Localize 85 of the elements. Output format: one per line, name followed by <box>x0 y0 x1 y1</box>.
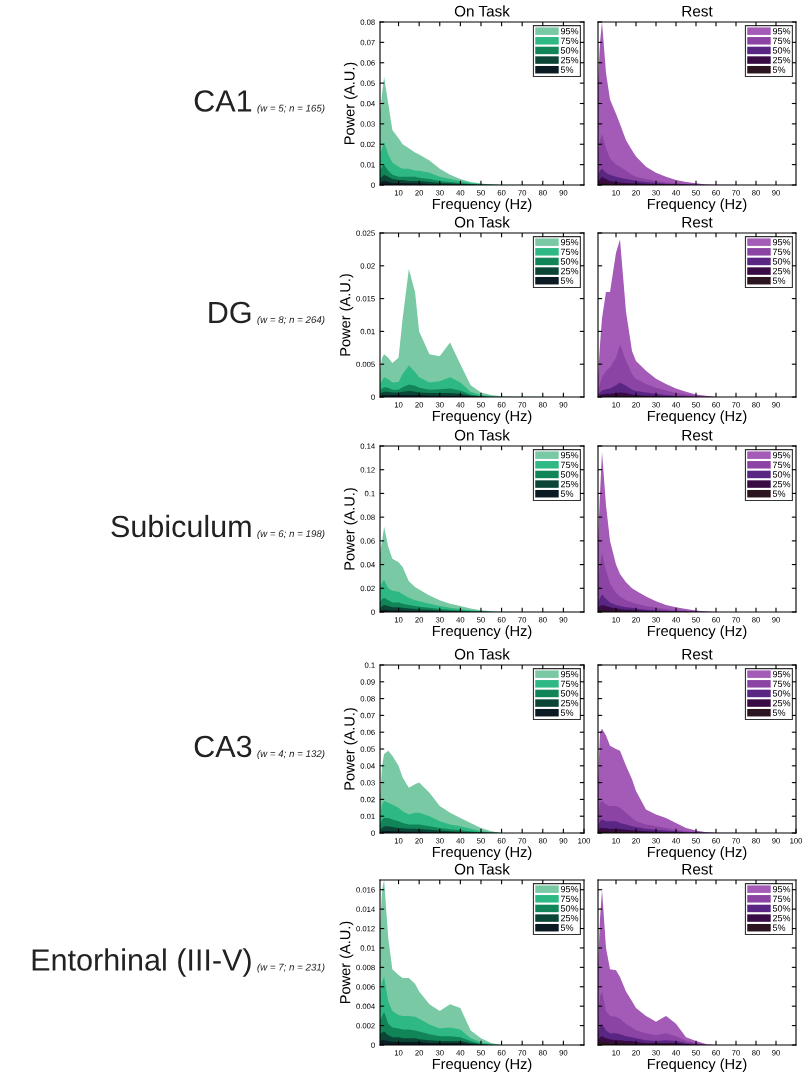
chart-title: On Task <box>454 5 510 17</box>
y-axis-title: Power (A.U.) <box>343 488 358 570</box>
legend-label: 50% <box>560 471 579 478</box>
legend-label: 95% <box>560 451 579 459</box>
legend-label: 75% <box>560 461 579 468</box>
legend-label: 5% <box>560 277 574 284</box>
chart-title: Rest <box>682 863 713 875</box>
legend-label: 75% <box>560 248 579 255</box>
legend-label: 75% <box>772 248 791 255</box>
legend-label: 50% <box>772 47 791 54</box>
legend-label: 95% <box>772 885 791 893</box>
chart-title: On Task <box>454 863 510 875</box>
chart-title: Rest <box>682 648 713 660</box>
chart-title: On Task <box>454 429 510 441</box>
text: Subiculum <box>111 514 251 538</box>
legend-label: 5% <box>560 709 574 716</box>
legend-label: 95% <box>772 238 791 246</box>
x-axis-title: Frequency (Hz) <box>432 625 532 639</box>
legend-label: 75% <box>560 680 579 687</box>
legend-label: 95% <box>560 885 579 893</box>
legend-label: 75% <box>772 895 791 902</box>
legend-label: 5% <box>772 277 786 284</box>
y-axis-title: Power (A.U.) <box>339 274 354 356</box>
legend-label: 50% <box>560 690 579 697</box>
legend-label: 75% <box>560 37 579 44</box>
legend-label: 5% <box>560 66 574 73</box>
text: DG <box>209 301 251 324</box>
legend-label: 25% <box>772 267 791 275</box>
legend-label: 5% <box>772 924 786 931</box>
legend-label: 25% <box>772 914 791 922</box>
legend-label: 25% <box>560 914 579 922</box>
x-axis-title: Frequency (Hz) <box>647 625 747 639</box>
legend-label: 5% <box>560 490 574 497</box>
legend-label: 50% <box>772 905 791 912</box>
legend-label: 50% <box>772 258 791 265</box>
y-axis-title: Power (A.U.) <box>343 708 358 790</box>
legend-label: 50% <box>560 905 579 912</box>
legend-label: 95% <box>560 27 579 35</box>
text: Entorhinal (III-V) <box>32 948 251 977</box>
legend-label: 5% <box>560 924 574 931</box>
legend-label: 95% <box>772 451 791 459</box>
text: (w = 4; n = 132) <box>257 749 325 760</box>
legend-label: 5% <box>772 709 786 716</box>
legend-label: 5% <box>772 490 786 497</box>
x-axis-title: Frequency (Hz) <box>432 1058 532 1072</box>
legend-label: 25% <box>772 56 791 64</box>
legend-label: 95% <box>560 670 579 678</box>
legend-label: 50% <box>772 471 791 478</box>
legend-label: 25% <box>772 480 791 488</box>
legend-label: 50% <box>560 47 579 54</box>
chart-title: Rest <box>682 5 713 17</box>
legend-label: 25% <box>560 699 579 707</box>
legend-label: 25% <box>560 267 579 275</box>
legend-label: 75% <box>772 461 791 468</box>
text: (w = 6; n = 198) <box>257 529 325 540</box>
legend-label: 95% <box>772 670 791 678</box>
x-axis-title: Frequency (Hz) <box>647 198 747 212</box>
x-axis-title: Frequency (Hz) <box>647 846 747 860</box>
legend-label: 95% <box>772 27 791 35</box>
y-axis-title: Power (A.U.) <box>339 921 354 1004</box>
text: (w = 8; n = 264) <box>257 315 325 326</box>
chart-title: Rest <box>682 216 713 228</box>
x-axis-title: Frequency (Hz) <box>647 410 747 424</box>
text: (w = 7; n = 231) <box>257 963 325 973</box>
legend-label: 75% <box>772 680 791 687</box>
legend-label: 25% <box>772 699 791 707</box>
legend-label: 5% <box>772 66 786 73</box>
chart-title: On Task <box>454 216 510 228</box>
x-axis-title: Frequency (Hz) <box>432 410 532 424</box>
legend-label: 50% <box>772 690 791 697</box>
text: CA3 <box>194 735 252 758</box>
x-axis-title: Frequency (Hz) <box>432 846 532 860</box>
text: (w = 5; n = 165) <box>257 104 325 114</box>
chart-title: On Task <box>454 648 510 660</box>
legend-label: 75% <box>772 37 791 44</box>
legend-label: 50% <box>560 258 579 265</box>
x-axis-title: Frequency (Hz) <box>432 198 532 212</box>
text: CA1 <box>194 90 252 112</box>
legend-label: 75% <box>560 895 579 902</box>
x-axis-title: Frequency (Hz) <box>647 1058 747 1072</box>
chart-title: Rest <box>682 429 713 441</box>
y-axis-title: Power (A.U.) <box>343 62 358 145</box>
legend-label: 95% <box>560 238 579 246</box>
legend-label: 25% <box>560 480 579 488</box>
legend-label: 25% <box>560 56 579 64</box>
